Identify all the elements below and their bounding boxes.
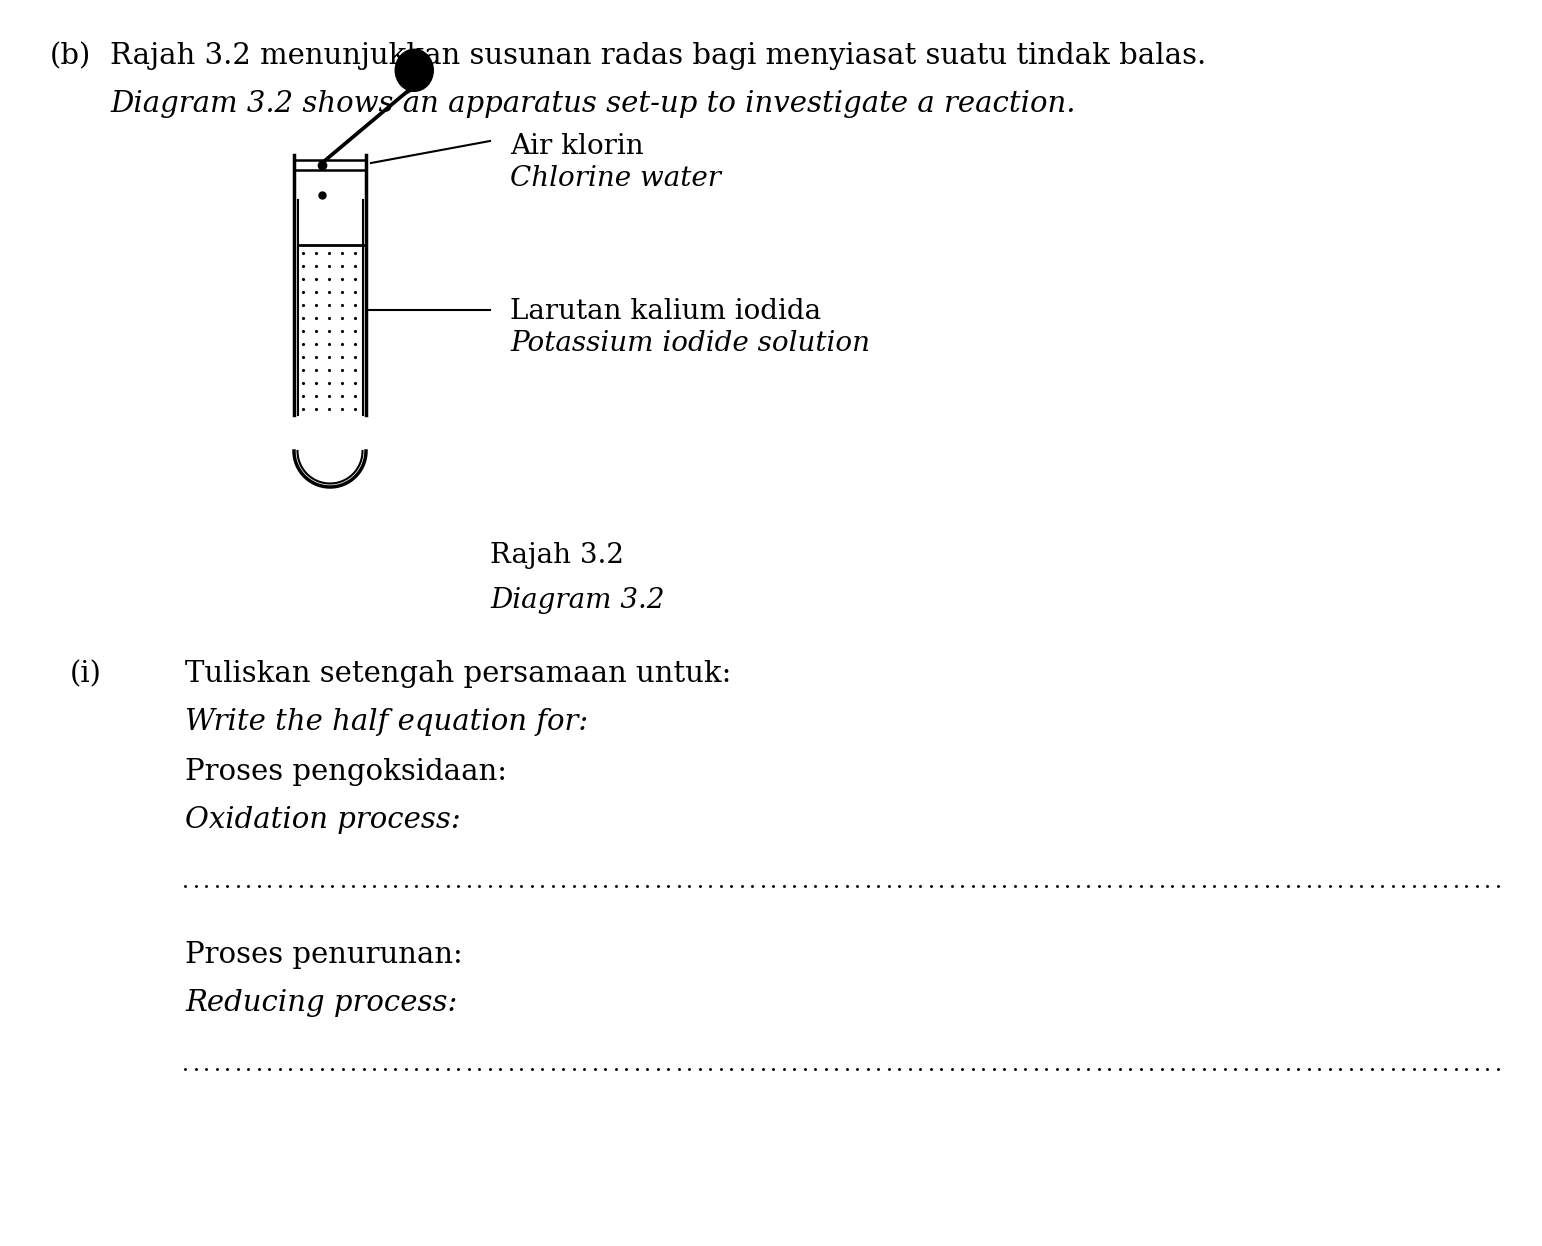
Text: Diagram 3.2: Diagram 3.2 (490, 587, 665, 614)
Text: Air klorin: Air klorin (510, 133, 643, 159)
Text: (b): (b) (49, 42, 91, 70)
Ellipse shape (395, 50, 433, 91)
Text: Oxidation process:: Oxidation process: (185, 806, 461, 834)
Text: Diagram 3.2 shows an apparatus set-up to investigate a reaction.: Diagram 3.2 shows an apparatus set-up to… (109, 90, 1075, 118)
Polygon shape (404, 88, 415, 96)
Text: Larutan kalium iodida: Larutan kalium iodida (510, 298, 822, 325)
Text: Reducing process:: Reducing process: (185, 989, 458, 1017)
Text: Proses pengoksidaan:: Proses pengoksidaan: (185, 758, 507, 786)
Text: Rajah 3.2 menunjukkan susunan radas bagi menyiasat suatu tindak balas.: Rajah 3.2 menunjukkan susunan radas bagi… (109, 42, 1206, 70)
Text: Potassium iodide solution: Potassium iodide solution (510, 330, 870, 358)
Text: Rajah 3.2: Rajah 3.2 (490, 542, 625, 569)
Text: Proses penurunan:: Proses penurunan: (185, 941, 463, 969)
Text: Write the half equation for:: Write the half equation for: (185, 708, 588, 736)
Text: Chlorine water: Chlorine water (510, 164, 722, 192)
Text: (i): (i) (69, 660, 102, 688)
Text: Tuliskan setengah persamaan untuk:: Tuliskan setengah persamaan untuk: (185, 660, 731, 688)
